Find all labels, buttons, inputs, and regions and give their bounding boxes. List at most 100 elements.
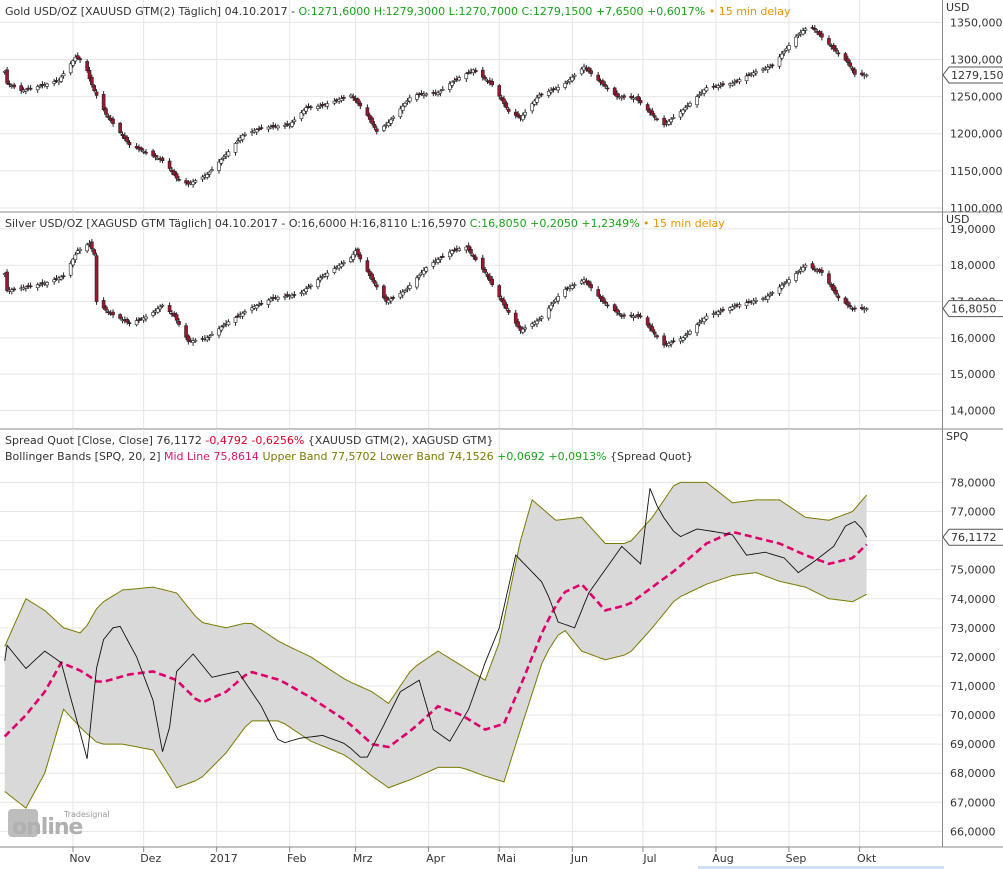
silver-ytick-label: 16,0000 — [950, 332, 996, 345]
gold-candle — [38, 83, 42, 89]
silver-candle-body — [813, 268, 817, 271]
silver-candle — [612, 303, 617, 313]
spread-legend-name: Spread Quot [Close, Close] — [5, 434, 153, 447]
gold-candle — [636, 93, 641, 104]
silver-candle — [820, 267, 824, 276]
silver-last-value-text: 16,8050 — [951, 303, 997, 316]
gold-candle-body — [615, 92, 619, 97]
silver-candle-body — [61, 275, 66, 278]
silver-candle-body — [518, 326, 523, 331]
gold-candle — [301, 108, 306, 116]
spread-legend: Spread Quot [Close, Close] 76,1172 -0,47… — [5, 434, 494, 447]
gold-ytick-label: 1150,000 — [950, 165, 1003, 178]
gold-candle — [864, 73, 869, 78]
gold-candle-body — [24, 89, 28, 92]
gold-candle — [370, 116, 374, 126]
silver-candle-body — [718, 310, 723, 313]
gold-candle-body — [219, 159, 224, 164]
silver-candle — [226, 319, 231, 327]
silver-candle — [243, 309, 247, 315]
gold-legend: Gold USD/OZ [XAUUSD GTM(2) Täglich] 04.1… — [5, 5, 791, 18]
silver-candle — [276, 295, 280, 302]
gold-candle-body — [221, 156, 226, 159]
silver-candle-body — [652, 331, 657, 335]
silver-candle-body — [71, 258, 75, 266]
silver-candle — [38, 282, 42, 287]
gold-candle — [318, 102, 323, 109]
silver-candle — [638, 312, 643, 319]
gold-candle-body — [831, 44, 836, 50]
silver-candle — [24, 285, 28, 292]
gold-candle-body — [358, 102, 363, 107]
silver-candle — [28, 282, 33, 289]
silver-candle — [860, 304, 864, 311]
silver-candle — [516, 318, 520, 329]
gold-candle-body — [448, 83, 452, 90]
silver-legend: Silver USD/OZ [XAGUSD GTM Täglich] 04.10… — [5, 217, 725, 230]
spread-ytick-label: 68,0000 — [950, 767, 996, 780]
silver-candle — [683, 332, 688, 340]
silver-candle-body — [374, 284, 379, 288]
silver-candle — [221, 322, 226, 329]
gold-candle — [765, 64, 770, 73]
silver-candle-body — [382, 285, 386, 299]
silver-candle — [864, 306, 869, 312]
silver-candle-body — [681, 337, 685, 341]
silver-candle-body — [151, 312, 155, 316]
silver-candle — [71, 257, 75, 268]
gold-candle — [730, 80, 735, 87]
silver-candle-body — [73, 254, 78, 260]
gold-candle — [702, 88, 706, 97]
gold-candle-body — [450, 81, 454, 86]
silver-candle — [450, 249, 454, 257]
silver-candle — [61, 272, 66, 280]
gold-candle-body — [747, 74, 751, 77]
x-axis-label: Feb — [287, 852, 306, 865]
silver-candle — [488, 272, 492, 284]
silver-candle-body — [221, 324, 226, 327]
silver-candle-body — [318, 277, 323, 281]
gold-candle-body — [586, 67, 591, 72]
gold-candle — [853, 67, 857, 78]
gold-candle-body — [457, 77, 462, 81]
silver-candle — [603, 298, 608, 306]
silver-candle — [167, 302, 172, 315]
gold-candle-body — [782, 50, 787, 54]
gold-candle-body — [539, 93, 544, 96]
gold-candle — [240, 133, 245, 143]
gold-candle — [704, 84, 709, 93]
gold-candle — [19, 82, 23, 94]
silver-candle-body — [104, 306, 108, 311]
gold-candle — [619, 94, 624, 101]
silver-candle — [389, 296, 393, 304]
gold-last-value-tag — [942, 66, 1003, 84]
silver-candle-body — [266, 299, 271, 305]
time-scrollbar — [698, 866, 944, 869]
gold-candle-body — [563, 83, 568, 88]
gold-candle-body — [836, 52, 841, 55]
gold-candle — [257, 125, 261, 132]
silver-candle — [605, 302, 610, 309]
silver-panel: 14,000015,000016,000017,000018,000019,00… — [0, 212, 1003, 430]
silver-candle-body — [716, 311, 721, 315]
silver-candle-body — [485, 273, 490, 277]
silver-candle-body — [407, 285, 412, 289]
silver-candle — [751, 297, 756, 306]
silver-last-value-tag — [942, 300, 1003, 318]
lower-band-line — [4, 572, 867, 809]
silver-candle-body — [92, 249, 96, 255]
gold-candle — [483, 75, 487, 81]
gold-candle — [638, 97, 643, 106]
silver-candle-body — [770, 292, 775, 294]
silver-candle-body — [803, 264, 808, 268]
silver-candle-body — [754, 300, 758, 302]
gold-candle — [817, 29, 822, 37]
silver-candle-body — [645, 317, 650, 326]
silver-candle — [309, 283, 313, 290]
silver-candle-body — [466, 245, 471, 251]
gold-candle-body — [257, 128, 261, 130]
silver-candle-body — [94, 255, 99, 302]
silver-candle-body — [276, 296, 280, 300]
